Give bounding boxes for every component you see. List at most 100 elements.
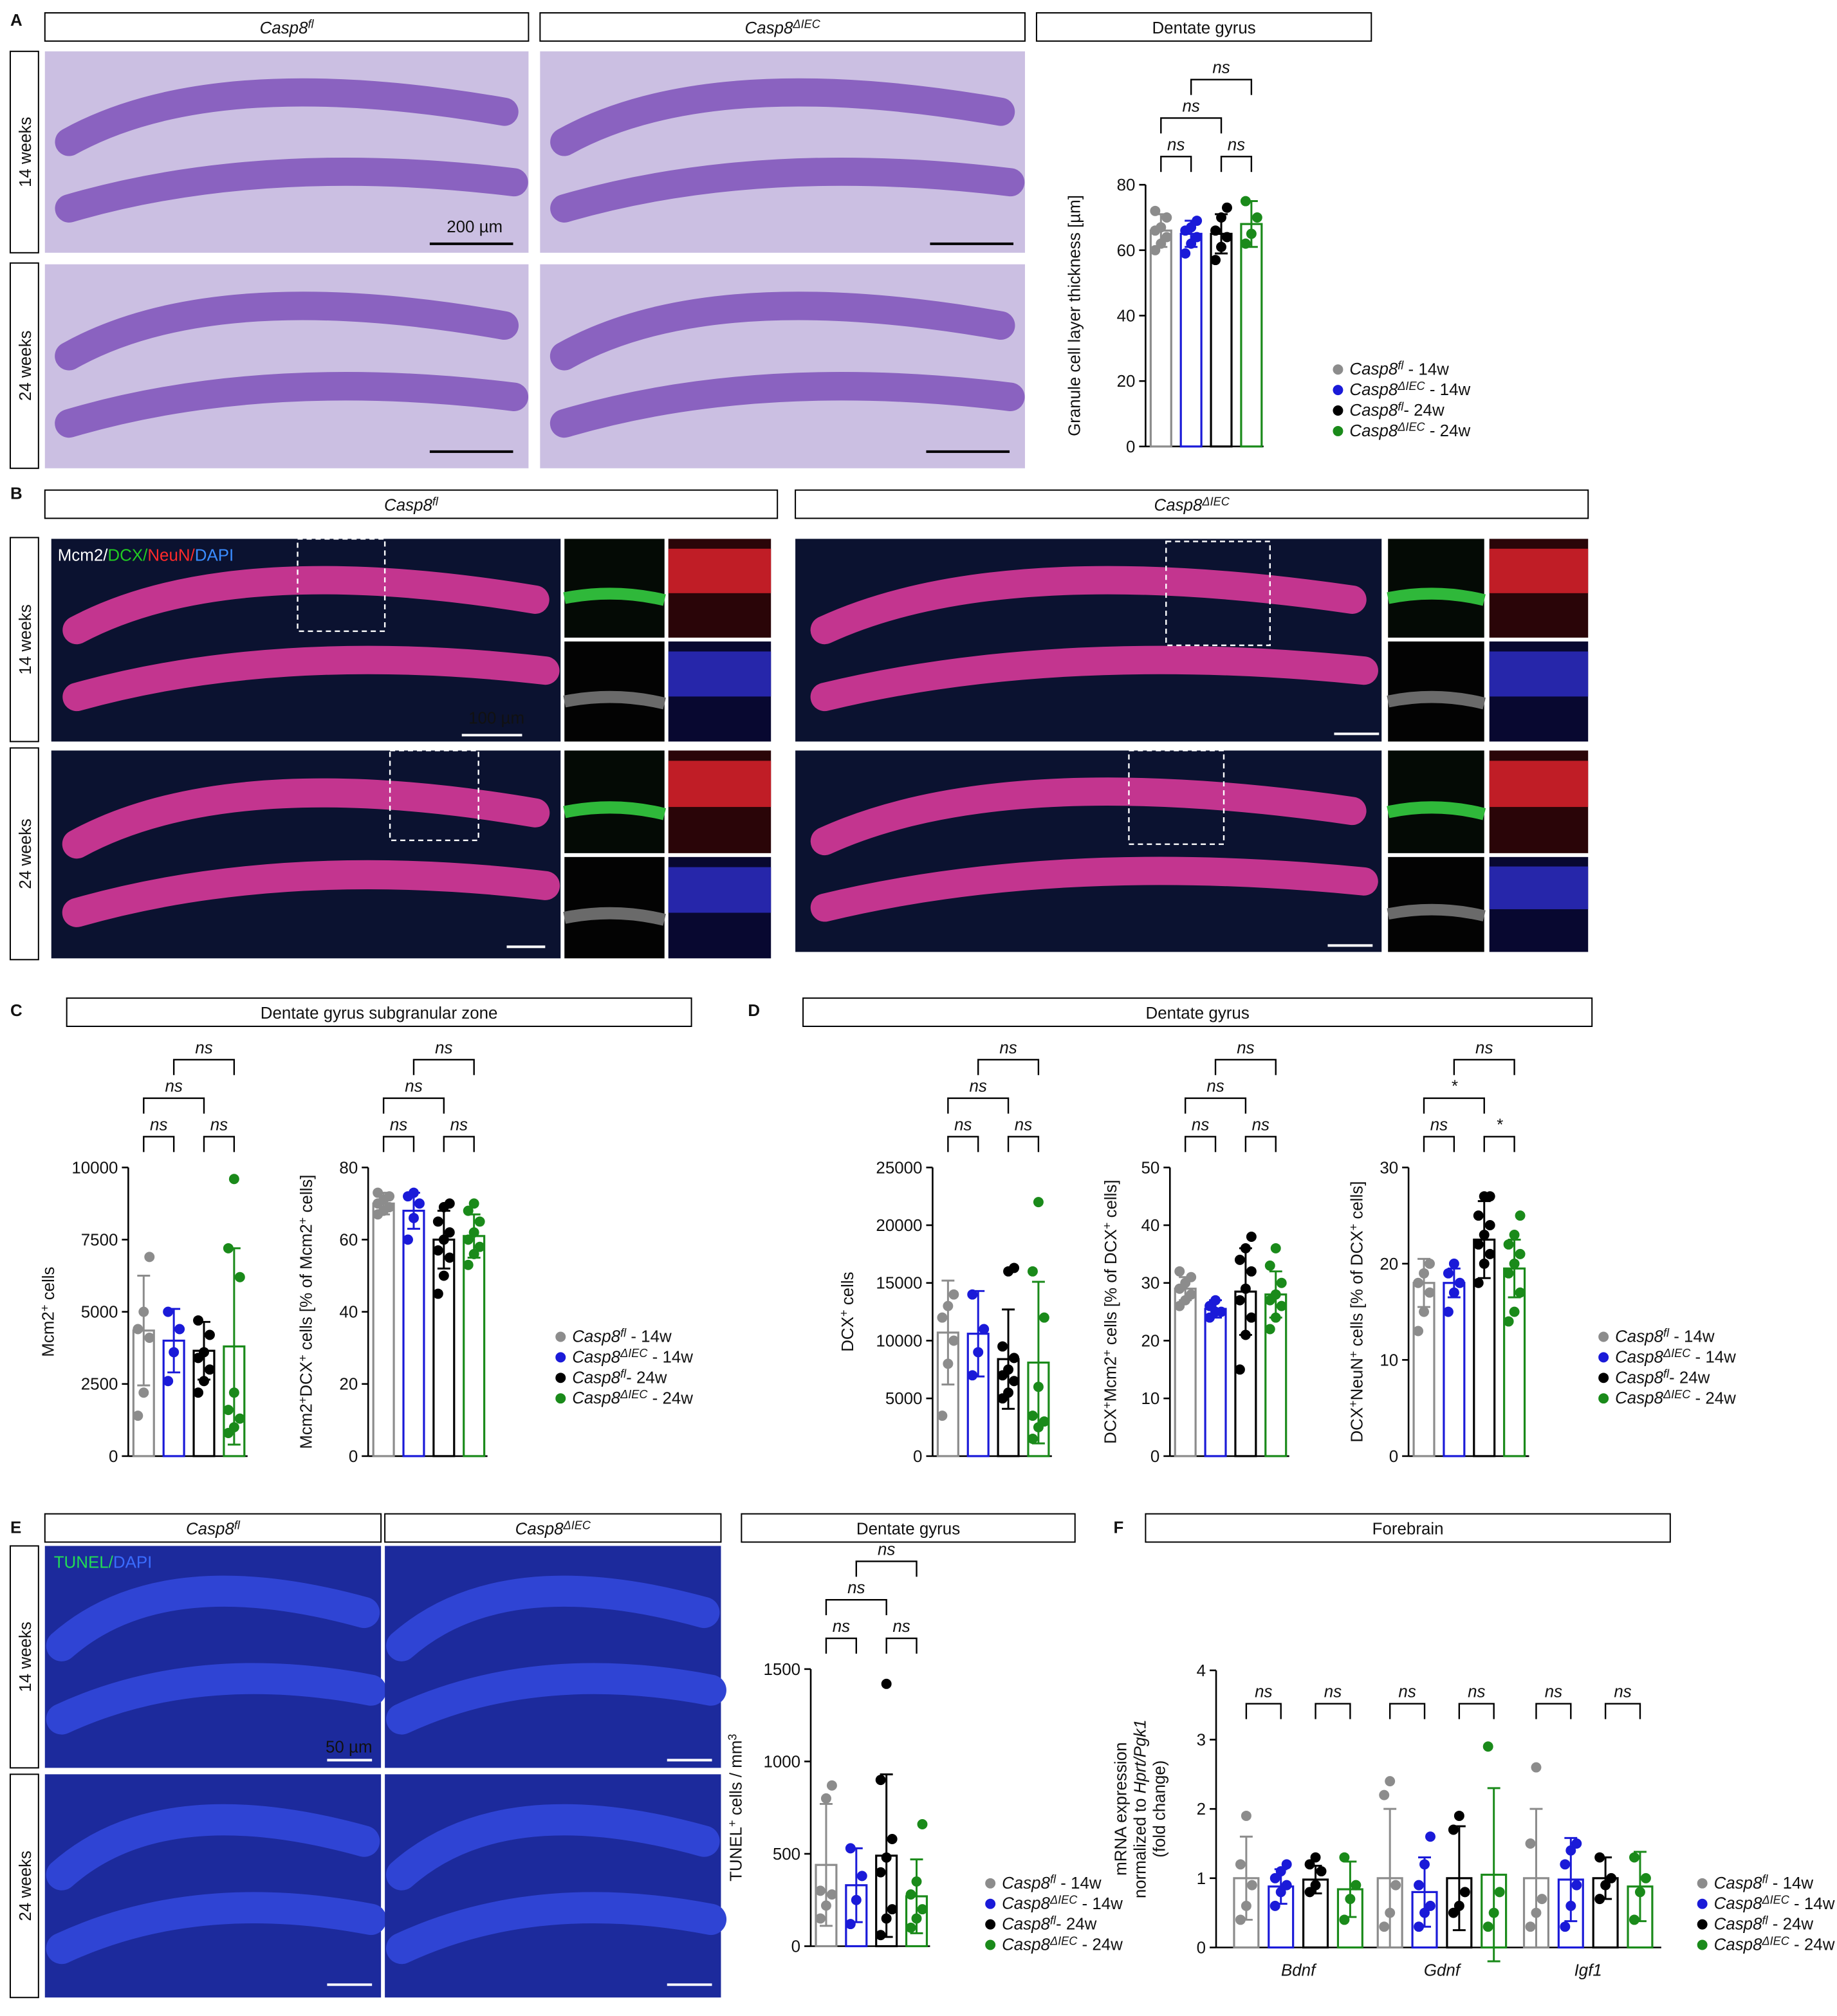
data-point (1419, 1306, 1429, 1317)
text-run: Casp8 (1714, 1874, 1762, 1892)
data-point (1027, 1266, 1038, 1277)
data-point (444, 1252, 455, 1263)
significance-label: ns (892, 1618, 910, 1636)
data-point (223, 1243, 234, 1253)
text-run: Casp8 (1349, 422, 1398, 440)
data-point (1339, 1852, 1350, 1863)
text-run: TUNEL/ (54, 1553, 114, 1571)
micrograph-layer (668, 761, 771, 808)
data-point (1414, 1921, 1425, 1932)
header-box (741, 1513, 1076, 1543)
error-bar (1487, 1787, 1500, 1963)
data-point (432, 1216, 443, 1227)
legend-label: Casp8ΔIEC - 14w (572, 1347, 693, 1366)
data-point (1515, 1210, 1526, 1221)
data-point (820, 1900, 831, 1911)
significance-label: ns (165, 1078, 182, 1096)
data-point (1264, 1324, 1275, 1335)
bar (1179, 232, 1203, 448)
micrograph-layer (385, 1804, 720, 1891)
significance-label: ns (1206, 1078, 1224, 1096)
text-run: (fold change) (1150, 1761, 1168, 1858)
header: Casp8ΔIEC (515, 1519, 591, 1538)
significance-bracket (977, 1059, 1040, 1075)
text-run: Casp8 (1349, 381, 1398, 399)
data-point (973, 1347, 984, 1358)
significance-label: ns (195, 1039, 212, 1057)
data-point (948, 1289, 959, 1300)
y-tick-label: 10000 (876, 1332, 922, 1350)
data-point (1310, 1852, 1321, 1863)
data-point (1494, 1887, 1505, 1898)
text-run: Mcm2/ (58, 546, 109, 564)
text-run: - 14w (1056, 1874, 1102, 1892)
text-run: fl (1398, 359, 1404, 372)
data-point (881, 1913, 892, 1924)
significance-bracket (1007, 1136, 1040, 1152)
micrograph-layer (62, 860, 560, 927)
y-tick-label: 40 (1117, 307, 1136, 325)
data-point (1161, 212, 1172, 223)
y-tick-label: 0 (913, 1448, 922, 1466)
text-run: - 24w (1690, 1389, 1736, 1407)
y-axis-label: normalized to Hprt/Pgk1 (1131, 1719, 1149, 1898)
text-run: Casp8 (1002, 1936, 1050, 1954)
micrograph-layer (1489, 866, 1589, 909)
data-point (133, 1410, 143, 1421)
text-run: - 14w (1768, 1874, 1814, 1892)
data-point (1448, 1258, 1459, 1269)
significance-bracket (885, 1637, 918, 1654)
y-tick-label: 0 (1150, 1448, 1159, 1466)
significance-label: ns (1545, 1683, 1562, 1701)
legend-label: Casp8fl - 14w (1615, 1326, 1715, 1346)
panel-label: B (10, 485, 23, 503)
data-point (1275, 1866, 1286, 1877)
significance-bracket (1160, 156, 1192, 172)
text-run: Casp8 (186, 1521, 234, 1539)
significance-bracket (855, 1560, 918, 1577)
data-point (1009, 1376, 1020, 1387)
text-run: + (726, 1820, 739, 1827)
significance-label: ns (1212, 59, 1230, 77)
data-point (1594, 1894, 1605, 1905)
data-point (474, 1216, 485, 1227)
header: Casp8fl (384, 495, 439, 514)
data-point (1560, 1921, 1571, 1932)
data-point (917, 1904, 928, 1915)
data-point (1479, 1258, 1490, 1269)
text-run: cells (839, 1272, 857, 1309)
text-run: + (39, 1305, 51, 1312)
text-run: mRNA expression (1112, 1743, 1130, 1876)
y-tick-label: 1000 (763, 1753, 800, 1771)
y-tick-label: 20 (1141, 1332, 1159, 1350)
data-point (1565, 1900, 1576, 1911)
text-run: Casp8 (1154, 497, 1203, 515)
micrograph-layer (46, 1663, 387, 1735)
micrograph-layer (55, 78, 519, 156)
data-point (1443, 1268, 1454, 1279)
micrograph-layer (563, 801, 667, 820)
data-point (1448, 1287, 1459, 1298)
significance-label: ns (1430, 1116, 1448, 1134)
micrograph-layer (810, 566, 1367, 645)
legend-label: Casp8ΔIEC - 14w (1349, 380, 1470, 399)
text-run: Casp8 (1349, 360, 1398, 378)
significance-bracket (1214, 1059, 1277, 1075)
legend-marker (1333, 425, 1343, 436)
data-point (905, 1922, 916, 1933)
data-point (1385, 1776, 1396, 1787)
text-run: Dentate gyrus (1152, 19, 1255, 37)
significance-label: ns (878, 1540, 895, 1558)
legend-label: Casp8fl- 24w (1615, 1367, 1710, 1387)
data-point (1003, 1387, 1014, 1398)
text-run: Casp8 (1002, 1895, 1050, 1913)
micrograph-layer (1387, 690, 1486, 710)
text-run: fl (1050, 1873, 1057, 1886)
data-point (1459, 1887, 1470, 1898)
significance-label: ns (405, 1078, 422, 1096)
data-point (444, 1227, 455, 1238)
data-point (887, 1904, 898, 1915)
y-tick-label: 60 (339, 1231, 358, 1249)
micrograph-layer (550, 78, 1015, 156)
data-point (432, 1288, 443, 1299)
